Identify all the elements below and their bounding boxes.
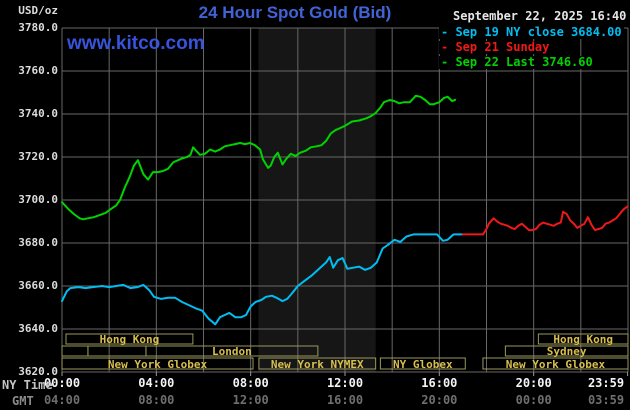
- x-tick-gmt-time: 16:00: [326, 393, 364, 407]
- session-box-new-york-nymex: [258, 357, 377, 370]
- x-tick-gmt-time: 04:00: [43, 393, 81, 407]
- kitco-watermark-link[interactable]: www.kitco.com: [67, 33, 205, 54]
- gmt-axis-caption: GMT: [12, 394, 34, 408]
- y-axis-unit-label: USD/oz: [18, 4, 58, 17]
- price-line-sep19: [61, 233, 464, 326]
- x-tick-gmt-time: 20:00: [421, 393, 458, 407]
- page-title: 24 Hour Spot Gold (Bid): [198, 3, 392, 22]
- price-line-sep22: [61, 94, 457, 221]
- price-line-sep21: [461, 205, 629, 236]
- y-tick-label: 3720.0: [18, 150, 58, 163]
- x-tick-ny-time: 20:00: [515, 376, 552, 390]
- session-box-london: [145, 345, 319, 357]
- y-tick-label: 3620.0: [18, 365, 58, 378]
- session-box-hong-kong: [537, 333, 629, 345]
- session-label: London: [212, 345, 252, 358]
- x-tick-ny-time: 23:59: [587, 376, 625, 390]
- session-box-sydney: [504, 345, 629, 357]
- session-label: Sydney: [547, 345, 587, 358]
- session-box-unlabeled: [87, 345, 147, 357]
- y-tick-label: 3680.0: [18, 236, 58, 249]
- x-tick-gmt-time: 12:00: [232, 393, 269, 407]
- y-tick-label: 3640.0: [18, 322, 58, 335]
- y-tick-label: 3760.0: [18, 64, 58, 77]
- session-label: New York NYMEX: [271, 358, 364, 371]
- chart-datetime: September 22, 2025 16:40: [453, 9, 627, 23]
- session-box-new-york-globex: [482, 357, 629, 370]
- x-tick-ny-time: 00:00: [43, 376, 81, 390]
- session-box-new-york-globex: [61, 357, 254, 370]
- x-tick-ny-time: 04:00: [138, 376, 175, 390]
- session-box-hong-kong: [65, 333, 194, 345]
- y-tick-label: 3740.0: [18, 107, 58, 120]
- session-label: Hong Kong: [100, 333, 160, 346]
- y-tick-label: 3660.0: [18, 279, 58, 292]
- session-box-unlabeled: [61, 345, 89, 357]
- x-tick-gmt-time: 03:59: [587, 393, 625, 407]
- session-label: New York Globex: [506, 358, 606, 371]
- ny-time-axis-caption: NY Time: [2, 378, 53, 392]
- y-tick-label: 3700.0: [18, 193, 58, 206]
- x-tick-ny-time: 12:00: [326, 376, 364, 390]
- x-tick-gmt-time: 08:00: [138, 393, 175, 407]
- session-label: New York Globex: [108, 358, 208, 371]
- legend-item-sep21: - Sep 21 Sunday: [439, 40, 552, 54]
- legend-item-sep22: - Sep 22 Last 3746.60: [439, 55, 595, 69]
- x-tick-ny-time: 16:00: [421, 376, 458, 390]
- legend-item-sep19: - Sep 19 NY close 3684.00: [439, 25, 624, 39]
- session-label: NY Globex: [393, 358, 453, 371]
- session-label: Hong Kong: [553, 333, 613, 346]
- y-tick-label: 3780.0: [18, 21, 58, 34]
- x-tick-gmt-time: 00:00: [515, 393, 552, 407]
- x-tick-ny-time: 08:00: [232, 376, 269, 390]
- session-box-ny-globex: [379, 357, 466, 370]
